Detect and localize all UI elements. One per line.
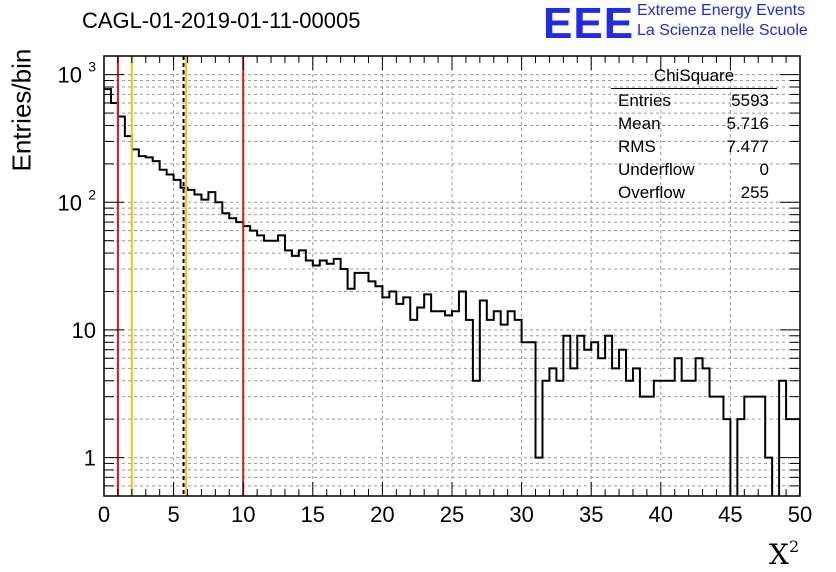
y-tick-exponent: 2	[88, 186, 96, 202]
stats-name: ChiSquare	[611, 66, 777, 89]
stats-label: Mean	[618, 114, 661, 133]
stats-row: Underflow 0	[611, 160, 777, 183]
y-tick-label: 1	[84, 446, 96, 471]
x-tick-label: 50	[788, 502, 812, 527]
x-axis-label-superscript: 2	[788, 537, 800, 556]
x-tick-label: 0	[98, 502, 110, 527]
stats-label: RMS	[618, 137, 656, 156]
x-axis-label: X2	[769, 537, 799, 571]
eee-logo: EEE	[543, 0, 635, 48]
stats-label: Entries	[618, 91, 671, 110]
stats-value: 255	[740, 183, 769, 202]
y-tick-label: 10	[58, 190, 82, 215]
y-axis-label: Entries/bin	[6, 48, 37, 172]
chart-title: CAGL-01-2019-01-11-00005	[82, 8, 361, 33]
x-tick-label: 5	[167, 502, 179, 527]
x-tick-label: 45	[718, 502, 742, 527]
y-tick-exponent: 3	[88, 59, 96, 75]
x-tick-label: 35	[579, 502, 603, 527]
x-tick-label: 15	[301, 502, 325, 527]
x-tick-label: 10	[231, 502, 255, 527]
stats-value: 7.477	[726, 137, 769, 156]
histogram-line	[104, 88, 800, 496]
y-tick-label: 10	[72, 318, 96, 343]
stats-value: 5.716	[726, 114, 769, 133]
x-tick-label: 25	[440, 502, 464, 527]
stats-value: 5593	[731, 91, 769, 110]
stats-label: Underflow	[618, 160, 695, 179]
logo-line-1: Extreme Energy Events	[637, 2, 806, 19]
stats-box: ChiSquare Entries 5593 Mean 5.716 RMS 7.477…	[611, 66, 777, 206]
stats-value: 0	[759, 160, 769, 179]
x-tick-label: 30	[509, 502, 533, 527]
stats-row: Mean 5.716	[611, 114, 777, 137]
x-axis-label-text: X	[769, 538, 789, 571]
x-tick-label: 20	[370, 502, 394, 527]
x-tick-label: 40	[649, 502, 673, 527]
logo-line-2: La Scienza nelle Scuole	[637, 22, 808, 39]
stats-row: RMS 7.477	[611, 137, 777, 160]
y-tick-label: 10	[58, 63, 82, 88]
stats-row: Overflow 255	[611, 183, 777, 206]
stats-label: Overflow	[618, 183, 686, 202]
stats-row: Entries 5593	[611, 91, 777, 114]
